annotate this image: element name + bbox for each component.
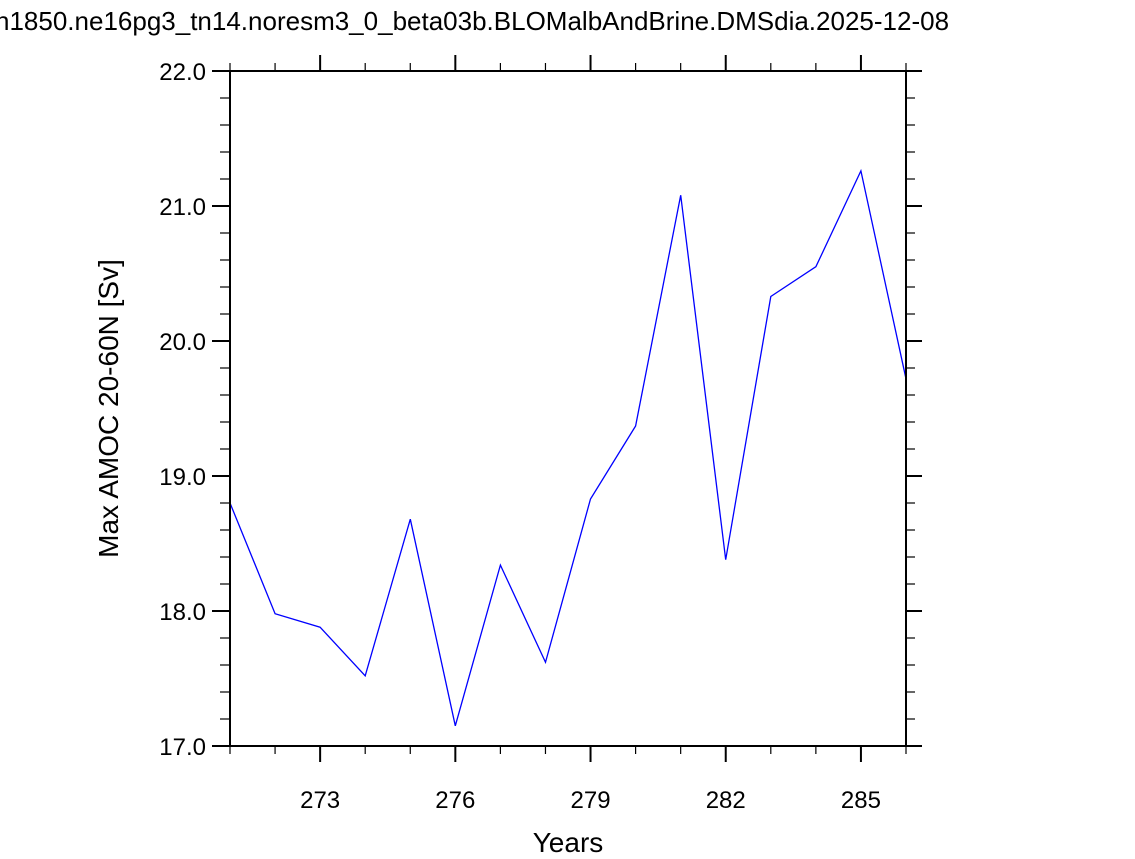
chart-title: n1850.ne16pg3_tn14.noresm3_0_beta03b.BLO… — [0, 6, 950, 36]
plot-frame — [229, 70, 907, 747]
y-tick-labels: 17.0 18.0 19.0 20.0 21.0 22.0 — [159, 59, 206, 761]
y-tick-label: 22.0 — [159, 59, 206, 86]
y-tick-label: 17.0 — [159, 734, 206, 761]
x-tick-label: 273 — [300, 787, 340, 814]
y-tick-label: 20.0 — [159, 329, 206, 356]
minor-ticks — [220, 63, 915, 754]
y-tick-label: 19.0 — [159, 464, 206, 491]
x-tick-labels: 273 276 279 282 285 — [300, 787, 881, 814]
series-line — [229, 168, 907, 726]
x-axis-label: Years — [533, 827, 604, 858]
y-axis-label: Max AMOC 20-60N [Sv] — [93, 259, 124, 558]
x-tick-label: 282 — [706, 787, 746, 814]
major-ticks — [212, 55, 922, 762]
y-tick-label: 18.0 — [159, 599, 206, 626]
y-tick-label: 21.0 — [159, 194, 206, 221]
x-tick-label: 285 — [841, 787, 881, 814]
x-tick-label: 279 — [571, 787, 611, 814]
x-tick-label: 276 — [435, 787, 475, 814]
